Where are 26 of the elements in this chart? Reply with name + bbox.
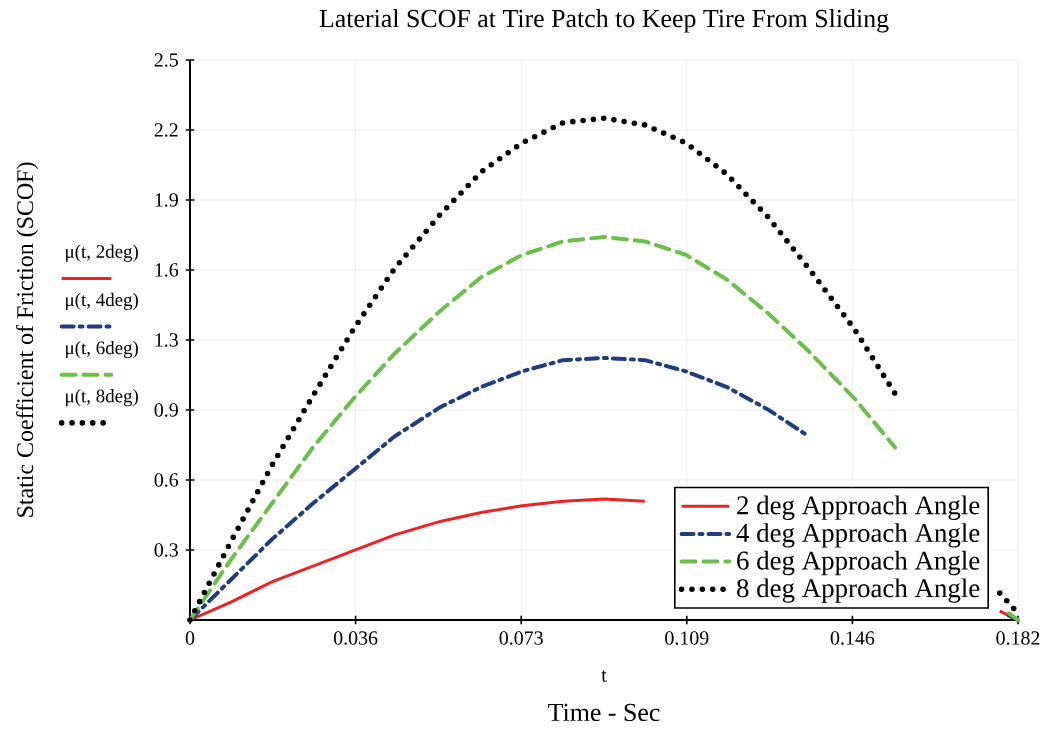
text: μ(t, 6deg) (66, 340, 138, 359)
x-tick-label: 0.146 (830, 631, 875, 645)
x-tick-label: 0.073 (499, 631, 543, 645)
legend-label: 2 deg Approach Angle (737, 495, 980, 520)
y-tick-label: 1.3 (155, 333, 178, 347)
x-axis-title: t (601, 670, 607, 682)
y-tick-label: 2.5 (154, 53, 178, 67)
text: μ(t, 8deg) (66, 389, 138, 407)
legend-label: 6 deg Approach Angle (737, 550, 980, 576)
y-tick-label: 1.9 (155, 193, 178, 207)
text: μ(t, 4deg) (66, 292, 138, 310)
legend-label: 8 deg Approach Angle (737, 578, 980, 603)
y-tick-label: 0.3 (154, 543, 178, 557)
x-tick-label: 0.109 (665, 631, 709, 645)
y-tick-label: 0.9 (154, 403, 178, 417)
x-tick-label: 0.182 (996, 631, 1040, 645)
x-tick-label: 0 (185, 631, 195, 645)
y-tick-label: 2.2 (154, 123, 178, 137)
chart-title: Laterial SCOF at Tire Patch to Keep Tire From Sliding (319, 9, 889, 33)
y-tick-label: 1.6 (155, 263, 179, 277)
text: μ(t, 2deg) (66, 244, 138, 262)
legend-label: 4 deg Approach Angle (736, 523, 980, 548)
y-axis-title: Static Coefficient of Friction (SCOF) (16, 162, 39, 517)
x-tick-label: 0.036 (333, 631, 378, 645)
text: Time - Sec (548, 703, 660, 722)
y-tick-label: 0.6 (154, 473, 179, 487)
